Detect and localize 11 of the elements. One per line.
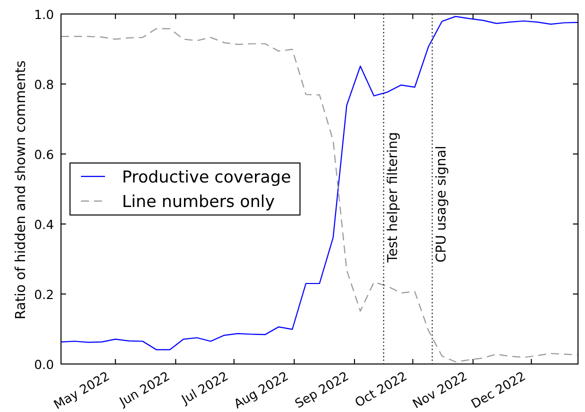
y-tick-label: 1.0 <box>34 6 54 22</box>
legend-label: Productive coverage <box>122 166 291 186</box>
y-tick-label: 0.6 <box>34 146 54 162</box>
ref-line-label: CPU usage signal <box>433 146 450 262</box>
legend-label: Line numbers only <box>122 192 276 211</box>
y-tick-label: 0.4 <box>34 216 54 232</box>
y-tick-label: 0.0 <box>34 356 54 372</box>
y-tick-label: 0.8 <box>34 76 54 92</box>
y-axis-title: Ratio of hidden and shown comments <box>13 60 29 320</box>
ref-line-label: Test helper filtering <box>384 132 401 264</box>
y-tick-label: 0.2 <box>34 286 54 302</box>
